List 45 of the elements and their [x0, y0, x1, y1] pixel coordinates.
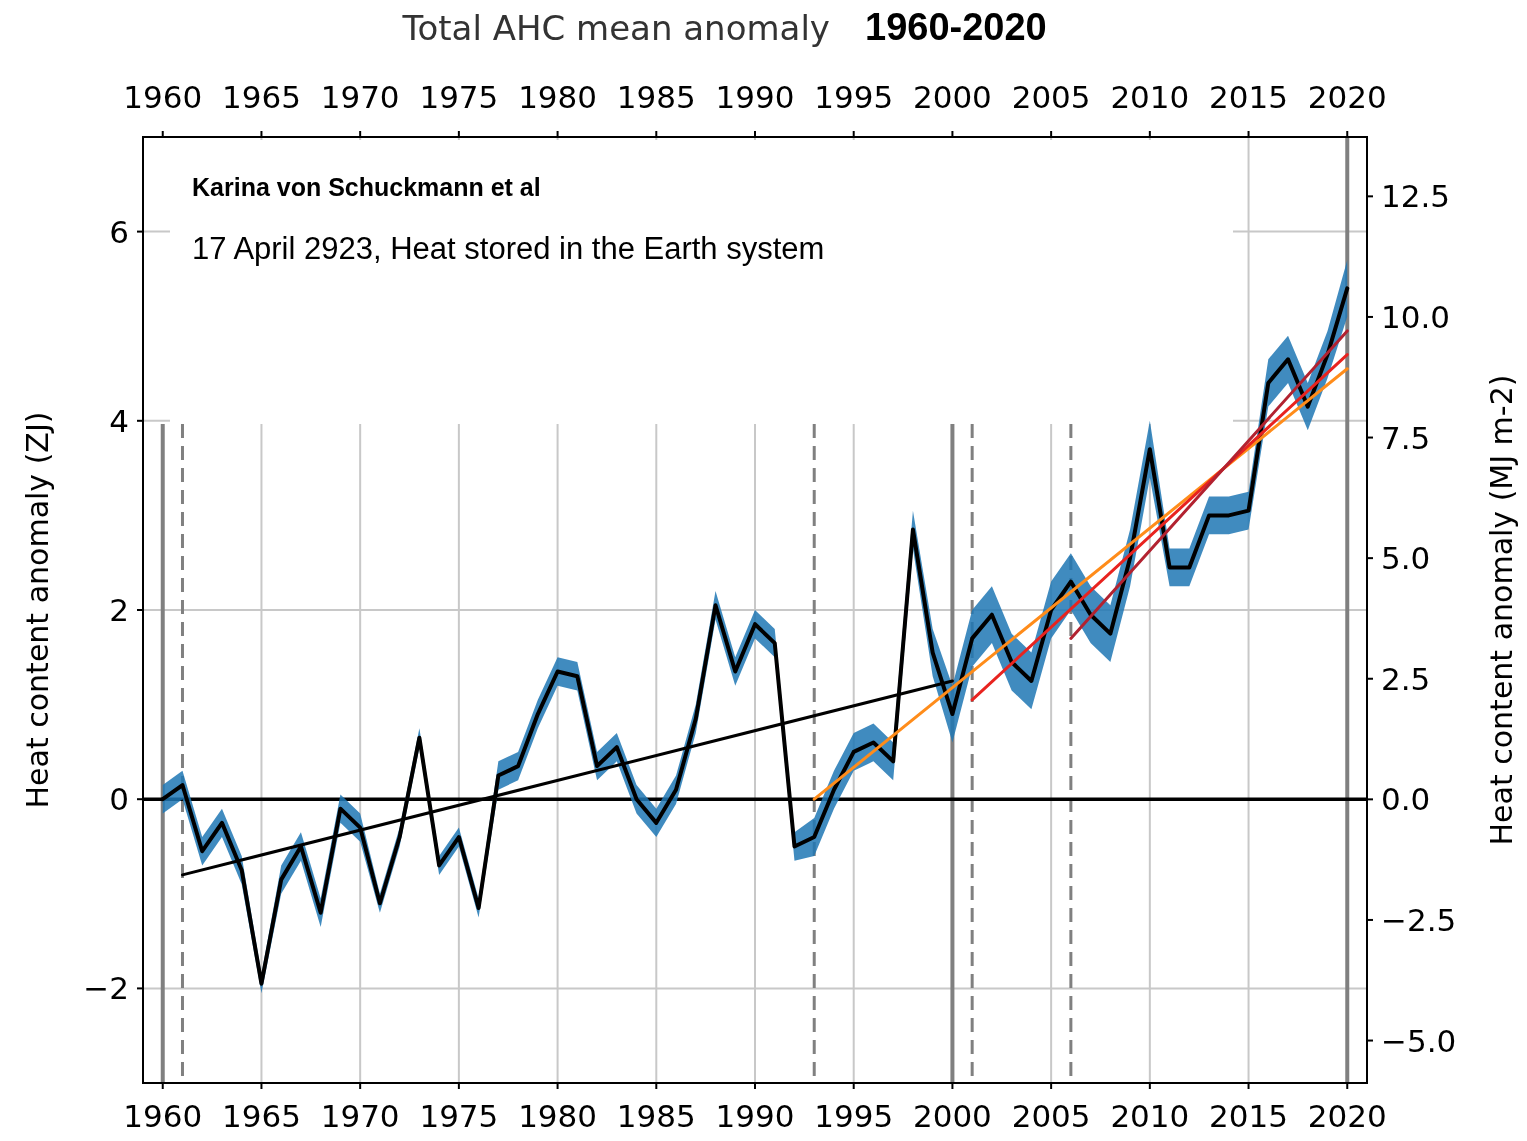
- y2-tick-label: −5.0: [1381, 1022, 1457, 1059]
- y2-tick-label: 5.0: [1381, 540, 1431, 577]
- x2-tick-label: 1975: [419, 79, 499, 115]
- x2-tick-label: 2020: [1307, 79, 1387, 115]
- x2-tick-label: 2010: [1110, 79, 1190, 115]
- y2-tick-label: 12.5: [1381, 178, 1451, 215]
- annotation: Karina von Schuckmann et al: [192, 173, 541, 201]
- x-tick-label: 2000: [912, 1098, 992, 1134]
- x-tick-label: 2015: [1209, 1098, 1288, 1134]
- x-tick-label: 2010: [1110, 1098, 1190, 1134]
- y2-tick-label: −2.5: [1381, 901, 1457, 938]
- x-tick-label: 1990: [715, 1098, 795, 1134]
- x2-tick-label: 1990: [715, 79, 795, 115]
- x2-tick-label: 1995: [814, 79, 894, 115]
- x2-tick-label: 2005: [1011, 79, 1091, 115]
- y2-tick-label: 2.5: [1381, 660, 1431, 697]
- y-tick-label: −2: [83, 970, 129, 1007]
- y2-tick-label: 0.0: [1381, 781, 1431, 818]
- y-tick-label: 4: [109, 402, 129, 439]
- x-tick-label: 1995: [814, 1098, 894, 1134]
- x2-tick-label: 1970: [320, 79, 400, 115]
- annotation: 17 April 2923, Heat stored in the Earth system: [192, 231, 825, 266]
- x-tick-label: 1980: [518, 1098, 598, 1134]
- y-axis-title: Heat content anomaly (ZJ): [20, 411, 55, 809]
- y2-tick-label: 10.0: [1381, 298, 1451, 335]
- x2-tick-label: 1965: [222, 79, 301, 115]
- x-tick-label: 1985: [616, 1098, 696, 1134]
- x-tick-label: 2020: [1307, 1098, 1387, 1134]
- x2-tick-label: 2015: [1209, 79, 1288, 115]
- y-tick-label: 6: [109, 213, 129, 250]
- x-tick-label: 1965: [222, 1098, 301, 1134]
- y-tick-label: 0: [109, 781, 129, 818]
- x2-tick-label: 2000: [912, 79, 992, 115]
- x-tick-label: 1970: [320, 1098, 400, 1134]
- x2-tick-label: 1985: [616, 79, 696, 115]
- y2-axis-title: Heat content anomaly (MJ m-2): [1484, 374, 1519, 846]
- chart-title: Total AHC mean anomaly: [401, 8, 830, 48]
- x2-tick-label: 1960: [123, 79, 203, 115]
- y2-tick-label: 7.5: [1381, 419, 1431, 456]
- chart-subtitle: 1960-2020: [865, 6, 1047, 48]
- y-tick-label: 2: [109, 592, 129, 628]
- x-tick-label: 1975: [419, 1098, 499, 1134]
- x-tick-label: 1960: [123, 1098, 203, 1134]
- x-tick-label: 2005: [1011, 1098, 1091, 1134]
- x2-tick-label: 1980: [518, 79, 598, 115]
